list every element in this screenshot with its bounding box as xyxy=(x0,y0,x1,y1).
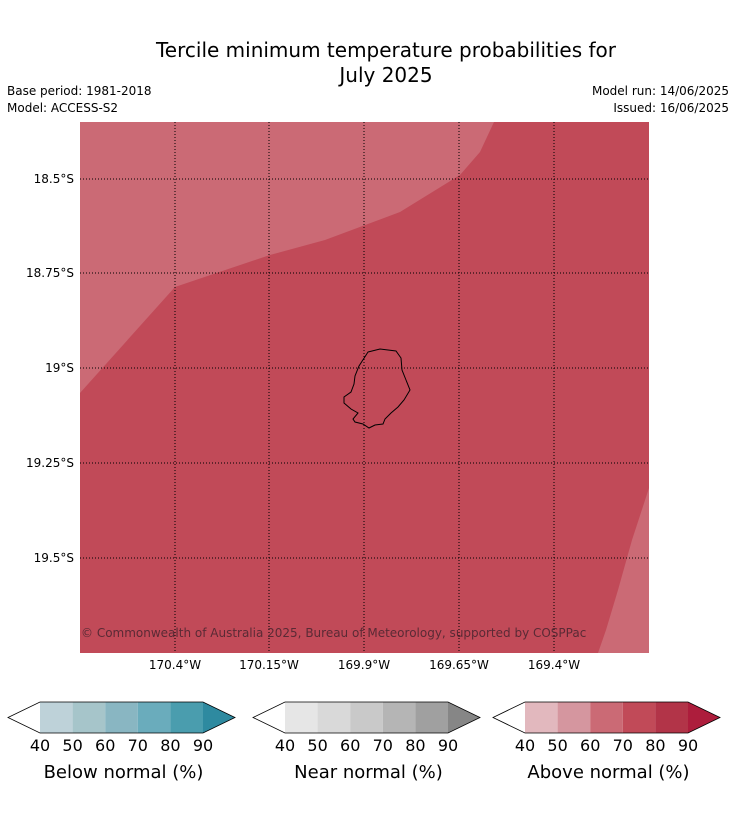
colorbar-tick-label: 50 xyxy=(62,736,82,755)
colorbar-segment xyxy=(655,702,688,733)
lon-label: 170.4°W xyxy=(149,658,201,672)
base-period-text: Base period: 1981-2018 xyxy=(7,84,152,98)
colorbar-extension-high xyxy=(448,702,480,733)
colorbars: 40 50 60 70 80 90 Below normal (%) 40 50 60 70 80 90… xyxy=(7,701,721,783)
model-run-text: Model run: 14/06/2025 xyxy=(591,84,729,98)
colorbar-tick-label: 60 xyxy=(95,736,115,755)
colorbar-extension-high xyxy=(688,702,720,733)
colorbar-outline xyxy=(7,701,236,734)
above-normal-colorbar: 40 50 60 70 80 90 Above normal (%) xyxy=(492,701,721,783)
colorbar-segment xyxy=(317,702,351,733)
colorbar-segment xyxy=(525,702,558,733)
lat-label: 18.75°S xyxy=(26,266,74,280)
latitude-labels: 18.5°S 18.75°S 19°S 19.25°S 19.5°S xyxy=(26,172,74,565)
meta-left: Base period: 1981-2018 Model: ACCESS-S2 xyxy=(7,83,152,117)
island-outline xyxy=(343,348,411,429)
colorbar-tick-label: 40 xyxy=(275,736,295,755)
colorbar-segment xyxy=(350,702,383,733)
colorbar-tick-label: 50 xyxy=(307,736,327,755)
colorbar-segment xyxy=(622,702,656,733)
lon-label: 169.9°W xyxy=(338,658,390,672)
above-normal-60-70-region-southeast xyxy=(598,488,649,653)
colorbar-title: Near normal (%) xyxy=(294,762,443,783)
lat-label: 18.5°S xyxy=(34,172,74,186)
colorbar-tick-label: 40 xyxy=(515,736,535,755)
colorbar-tick-label: 70 xyxy=(613,736,633,755)
colorbar-tick-label: 70 xyxy=(373,736,393,755)
colorbar-segment xyxy=(382,702,416,733)
colorbar-segment xyxy=(170,702,203,733)
colorbar-title: Above normal (%) xyxy=(527,762,689,783)
colorbar-tick-label: 90 xyxy=(438,736,458,755)
colorbar-tick-label: 80 xyxy=(160,736,180,755)
above-normal-60-70-region-northwest xyxy=(80,122,494,393)
lon-label: 170.15°W xyxy=(239,658,299,672)
chart-title: Tercile minimum temperature probabilitie… xyxy=(155,38,617,87)
colorbar-outline xyxy=(252,701,481,734)
colorbar-segment xyxy=(285,702,318,733)
colorbar-extension-low xyxy=(493,702,525,733)
colorbar-segment xyxy=(40,702,73,733)
colorbar-segment xyxy=(557,702,591,733)
colorbar-segment xyxy=(72,702,106,733)
lat-label: 19.25°S xyxy=(26,456,74,470)
near-normal-colorbar: 40 50 60 70 80 90 Near normal (%) xyxy=(252,701,481,783)
below-normal-colorbar: 40 50 60 70 80 90 Below normal (%) xyxy=(7,701,236,783)
colorbar-outline xyxy=(492,701,721,734)
colorbar-tick-label: 40 xyxy=(30,736,50,755)
lat-label: 19°S xyxy=(45,361,74,375)
issued-text: Issued: 16/06/2025 xyxy=(613,101,729,115)
colorbar-extension-high xyxy=(203,702,235,733)
colorbar-title: Below normal (%) xyxy=(44,762,204,783)
colorbar-segment xyxy=(590,702,623,733)
colorbar-tick-label: 60 xyxy=(340,736,360,755)
colorbar-tick-label: 90 xyxy=(678,736,698,755)
colorbar-tick-label: 70 xyxy=(128,736,148,755)
colorbar-extension-low xyxy=(8,702,40,733)
gridlines xyxy=(80,122,649,653)
colorbar-tick-label: 60 xyxy=(580,736,600,755)
copyright-text: © Commonwealth of Australia 2025, Bureau… xyxy=(81,626,586,640)
lon-label: 169.4°W xyxy=(528,658,580,672)
colorbar-tick-label: 90 xyxy=(193,736,213,755)
colorbar-tick-label: 80 xyxy=(645,736,665,755)
model-text: Model: ACCESS-S2 xyxy=(7,101,119,115)
colorbar-tick-label: 80 xyxy=(405,736,425,755)
colorbar-tick-label: 50 xyxy=(547,736,567,755)
colorbar-extension-low xyxy=(253,702,285,733)
map-panel: © Commonwealth of Australia 2025, Bureau… xyxy=(80,122,649,653)
longitude-labels: 170.4°W 170.15°W 169.9°W 169.65°W 169.4°… xyxy=(149,658,580,672)
lat-label: 19.5°S xyxy=(34,551,74,565)
colorbar-segment xyxy=(415,702,448,733)
colorbar-segment xyxy=(137,702,171,733)
meta-right: Model run: 14/06/2025 Issued: 16/06/2025 xyxy=(592,83,729,117)
lon-label: 169.65°W xyxy=(429,658,489,672)
colorbar-segment xyxy=(105,702,138,733)
